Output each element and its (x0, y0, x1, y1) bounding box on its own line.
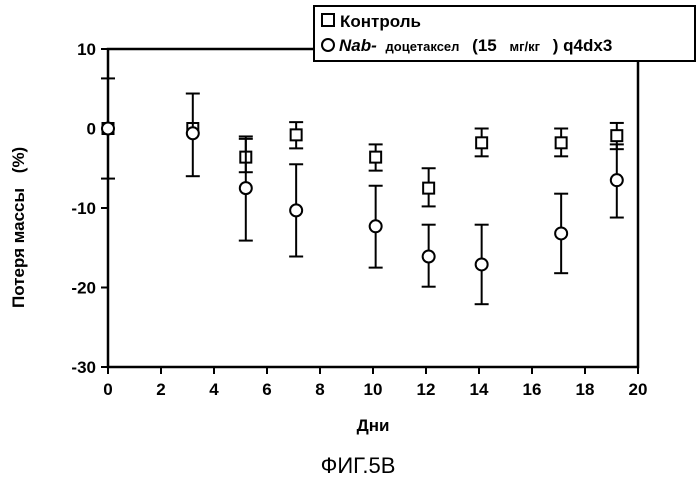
x-axis-title: Дни (357, 416, 390, 435)
data-point-treated (187, 127, 199, 139)
data-marks (101, 78, 624, 304)
legend-label-dose: (15 (472, 36, 497, 55)
x-tick-label: 18 (576, 380, 595, 399)
x-tick-label: 10 (364, 380, 383, 399)
legend-square-icon (322, 14, 334, 26)
data-point-control (423, 183, 434, 194)
data-point-treated (102, 123, 114, 135)
x-tick-label: 8 (315, 380, 324, 399)
legend-label-tail: ) q4dx3 (553, 36, 613, 55)
legend-label-unit: мг/кг (509, 39, 540, 54)
x-tick-label: 2 (156, 380, 165, 399)
y-tick-label: 0 (87, 120, 96, 139)
y-tick-label: -30 (71, 358, 96, 377)
x-tick-label: 16 (523, 380, 542, 399)
data-point-control (556, 137, 567, 148)
x-tick-label: 12 (417, 380, 436, 399)
x-tick-label: 0 (103, 380, 112, 399)
data-point-treated (240, 182, 252, 194)
data-point-treated (423, 250, 435, 262)
x-tick-label: 20 (629, 380, 648, 399)
legend-circle-icon (322, 39, 334, 51)
y-tick-label: -20 (71, 279, 96, 298)
x-tick-label: 6 (262, 380, 271, 399)
data-point-control (291, 129, 302, 140)
legend: Контроль Nab- доцетаксел (15 мг/кг ) q4d… (314, 6, 695, 61)
data-point-control (476, 137, 487, 148)
data-point-control (611, 130, 622, 141)
x-tick-label: 4 (209, 380, 219, 399)
data-point-treated (555, 227, 567, 239)
x-tick-label: 14 (470, 380, 489, 399)
legend-label-drug: доцетаксел (386, 39, 460, 54)
data-point-treated (370, 220, 382, 232)
y-axis-unit: (%) (9, 147, 28, 173)
legend-label-control: Контроль (340, 12, 421, 31)
legend-label-treated: Nab- доцетаксел (15 мг/кг ) q4dx3 (339, 36, 612, 55)
data-point-control (370, 152, 381, 163)
legend-label-italic: Nab- (339, 36, 377, 55)
figure-caption: ФИГ.5В (321, 453, 396, 478)
y-tick-label: -10 (71, 199, 96, 218)
data-point-treated (476, 258, 488, 270)
data-point-treated (611, 174, 623, 186)
y-tick-label: 10 (77, 40, 96, 59)
data-point-treated (290, 204, 302, 216)
plot-area-frame (108, 49, 638, 367)
y-axis-title: Потеря массы (9, 188, 28, 308)
